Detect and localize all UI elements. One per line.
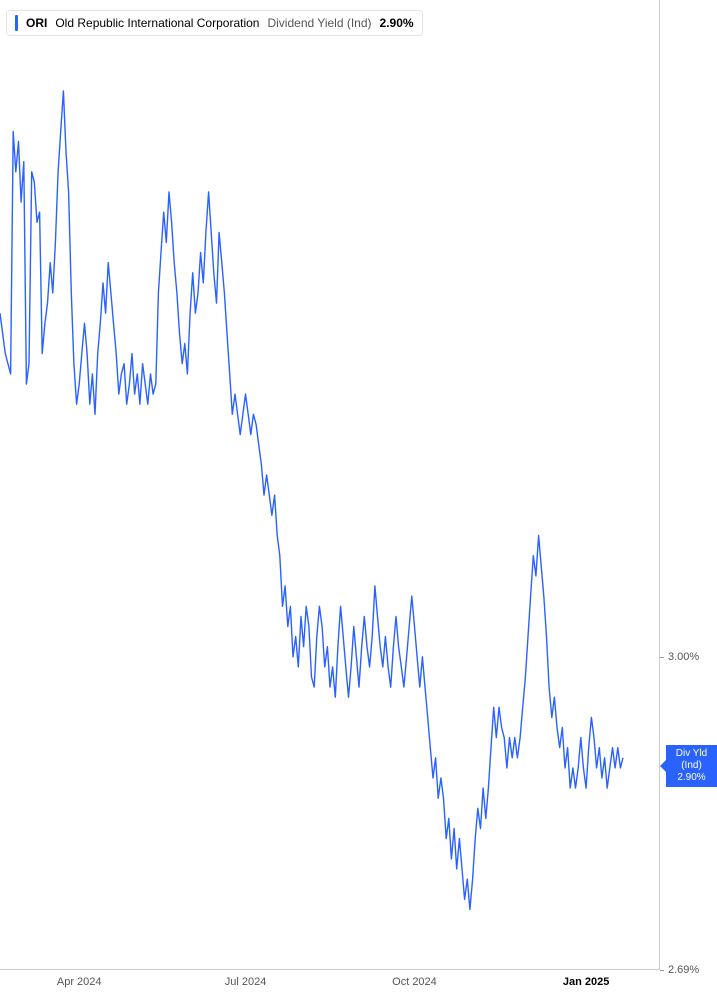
- y-axis-label: 3.00%: [668, 651, 699, 663]
- x-axis-label: Apr 2024: [57, 976, 102, 988]
- chart-plot-area[interactable]: [0, 0, 660, 970]
- current-value-flag: Div Yld (Ind)2.90%: [666, 745, 717, 787]
- x-axis-label: Jan 2025: [563, 976, 609, 988]
- x-axis-label: Jul 2024: [225, 976, 267, 988]
- x-axis-label: Oct 2024: [392, 976, 437, 988]
- y-axis-label: 2.69%: [668, 964, 699, 976]
- y-axis: 3.00%2.69%Div Yld (Ind)2.90%: [660, 0, 717, 970]
- y-tick: [660, 657, 664, 658]
- x-axis: Apr 2024 Jul 2024 Oct 2024 Jan 2025: [0, 970, 660, 1005]
- y-tick: [660, 970, 664, 971]
- line-chart-svg: [0, 0, 660, 970]
